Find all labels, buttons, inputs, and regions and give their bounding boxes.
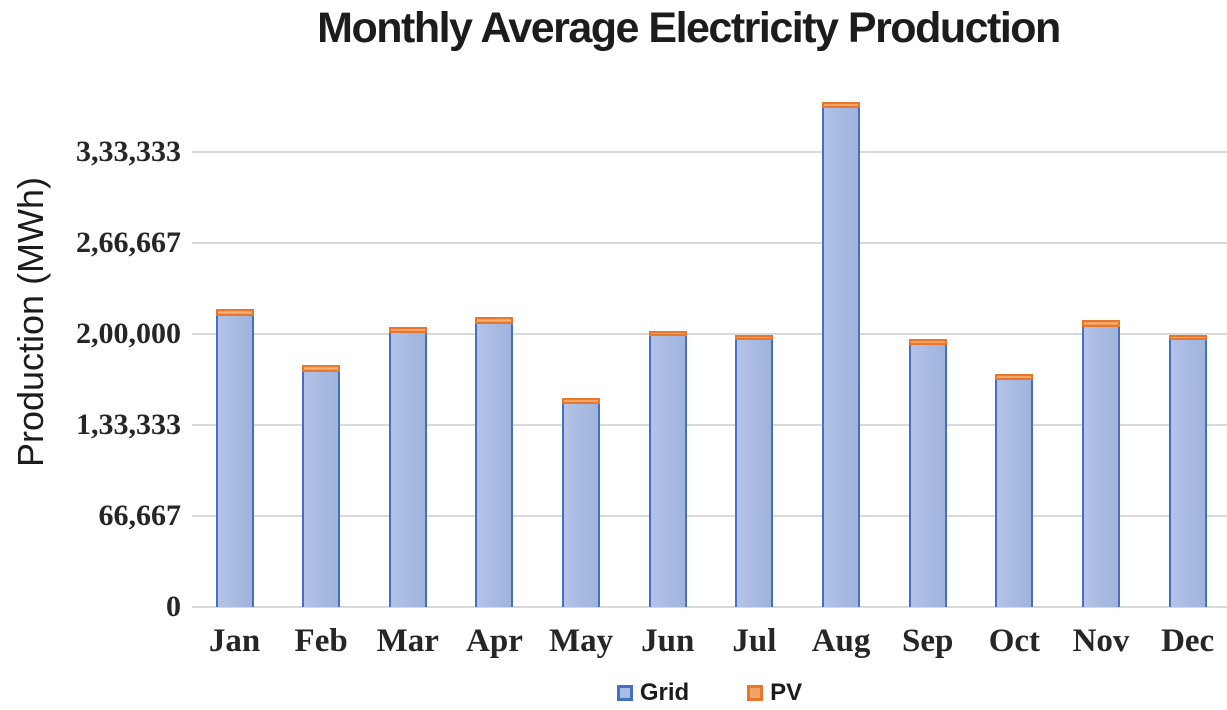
bar-feb-grid: [302, 371, 341, 607]
legend-item-pv: PV: [747, 681, 802, 705]
gridline-66,667: [192, 515, 1227, 517]
bar-may-pv: [562, 398, 601, 405]
x-tick-label-nov: Nov: [1072, 623, 1130, 659]
bar-dec-pv: [1168, 334, 1207, 341]
bar-jan-grid: [215, 315, 254, 607]
bar-aug-pv: [822, 101, 861, 109]
gridline-2,00,000: [192, 333, 1227, 335]
x-tick-label-jul: Jul: [732, 623, 777, 659]
legend-swatch-grid-icon: [616, 685, 633, 701]
bar-nov-pv: [1082, 320, 1120, 327]
x-tick-label-mar: Mar: [376, 623, 439, 659]
bar-jul-pv: [735, 334, 774, 341]
bar-nov-grid: [1082, 326, 1120, 607]
bar-oct-pv: [995, 373, 1034, 381]
y-tick-label: 0: [166, 590, 181, 623]
bar-mar-pv: [388, 326, 427, 334]
bar-jun-grid: [648, 336, 687, 607]
x-tick-label-oct: Oct: [988, 623, 1040, 659]
x-tick-label-jun: Jun: [641, 623, 695, 659]
y-tick-label: 3,33,333: [76, 135, 181, 168]
gridline-2,66,667: [192, 242, 1227, 244]
bar-jun-pv: [648, 330, 687, 337]
legend: Grid PV: [192, 680, 1227, 706]
gridline-1,33,333: [192, 424, 1227, 426]
legend-item-grid: Grid: [616, 679, 690, 706]
x-tick-label-dec: Dec: [1161, 623, 1215, 659]
x-tick-label-jan: Jan: [208, 623, 261, 659]
x-tick-label-aug: Aug: [811, 623, 871, 659]
gridline-0: [192, 606, 1227, 608]
gridline-3,33,333: [192, 151, 1227, 153]
bar-sep-pv: [908, 339, 947, 345]
x-tick-label-sep: Sep: [902, 623, 954, 659]
bar-mar-grid: [388, 333, 427, 607]
y-tick-label: 2,66,667: [76, 226, 181, 259]
bar-feb-pv: [302, 365, 341, 372]
x-tick-label-may: May: [549, 623, 614, 659]
y-tick-label: 2,00,000: [76, 317, 181, 350]
bar-jul-grid: [735, 340, 774, 607]
legend-label: Grid: [639, 679, 690, 706]
bar-may-grid: [562, 404, 601, 607]
y-tick-label: 66,667: [98, 499, 182, 532]
chart-title: Monthly Average Electricity Production: [317, 4, 1061, 52]
x-tick-label-feb: Feb: [294, 623, 348, 659]
x-tick-label-apr: Apr: [466, 623, 523, 659]
bar-sep-grid: [908, 344, 947, 607]
bar-apr-grid: [475, 323, 514, 607]
legend-swatch-pv-icon: [747, 685, 764, 701]
legend-label: PV: [770, 679, 803, 706]
bar-jan-pv: [215, 309, 254, 316]
y-tick-label: 1,33,333: [76, 408, 181, 441]
bar-dec-grid: [1168, 340, 1207, 607]
bar-oct-grid: [995, 380, 1034, 607]
bar-apr-pv: [475, 316, 514, 324]
bar-aug-grid: [822, 108, 861, 607]
